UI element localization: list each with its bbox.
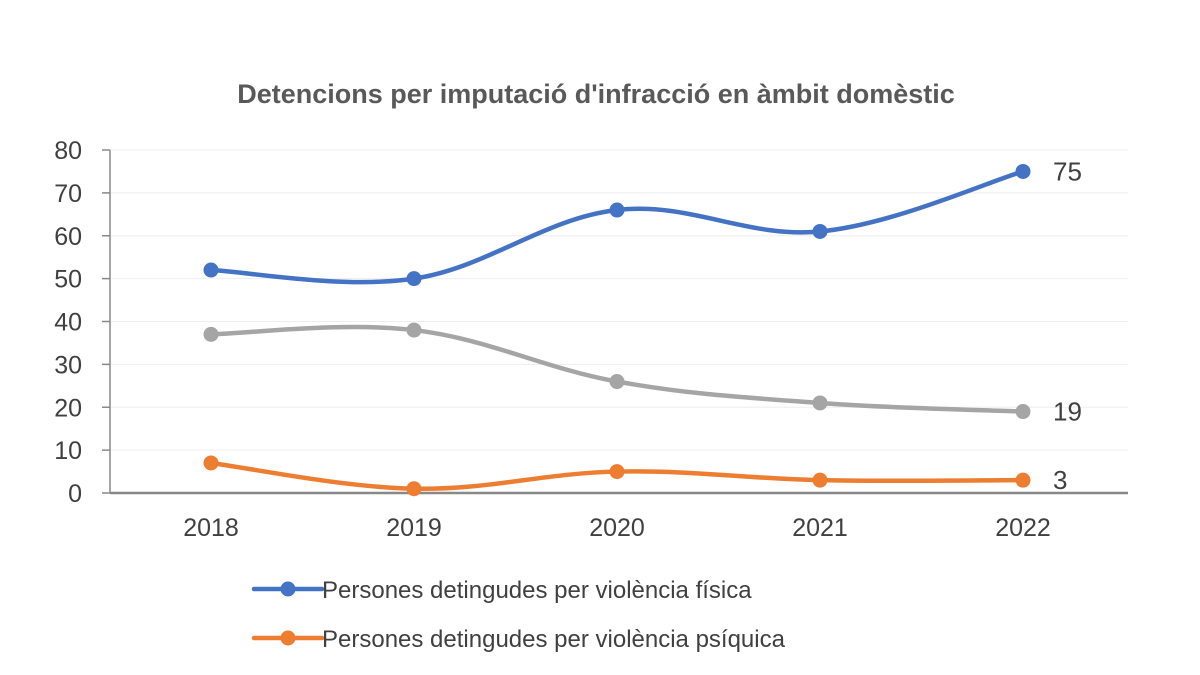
end-value-label: 3 (1053, 465, 1067, 495)
data-point (1015, 163, 1031, 179)
axes (109, 150, 1128, 495)
x-tick-label: 2018 (183, 514, 239, 542)
series-2 (203, 322, 1031, 420)
series-line (208, 324, 1026, 414)
end-labels: 19 3 75 (1053, 156, 1082, 495)
y-tick-label: 60 (54, 223, 82, 251)
data-point (203, 262, 219, 278)
end-value-label: 19 (1053, 397, 1082, 427)
x-axis-ticks: 2018 2019 2020 2021 2022 (183, 514, 1051, 542)
gridlines (102, 149, 1128, 494)
legend-label: Persones detingudes per violència física (322, 577, 752, 604)
y-tick-label: 10 (54, 437, 82, 465)
legend-item: Persones detingudes per violència física (251, 577, 752, 604)
x-tick-label: 2021 (792, 514, 848, 542)
data-point (1015, 472, 1031, 488)
data-point (812, 395, 828, 411)
x-tick-label: 2022 (995, 514, 1051, 542)
data-point (609, 202, 625, 218)
legend-item: Persones detingudes per violència psíqui… (251, 626, 786, 653)
y-tick-label: 50 (54, 266, 82, 294)
y-tick-label: 20 (54, 394, 82, 422)
end-value-label: 75 (1053, 156, 1082, 186)
legend-swatch-marker (280, 630, 296, 646)
data-point (609, 374, 625, 390)
legend: Persones detingudes per violència física… (251, 577, 786, 653)
series-1 (203, 455, 1031, 497)
data-point (203, 455, 219, 471)
series-group (203, 163, 1031, 497)
y-tick-label: 40 (54, 309, 82, 337)
data-point (406, 481, 422, 497)
legend-label: Persones detingudes per violència psíqui… (322, 626, 786, 653)
y-tick-label: 0 (68, 480, 82, 508)
y-tick-label: 80 (54, 137, 82, 165)
data-point (406, 322, 422, 338)
data-point (406, 271, 422, 287)
data-point (812, 472, 828, 488)
data-point (1015, 404, 1031, 420)
y-tick-label: 70 (54, 180, 82, 208)
data-point (812, 223, 828, 239)
series-0 (203, 163, 1031, 287)
y-tick-label: 30 (54, 351, 82, 379)
x-tick-label: 2019 (386, 514, 442, 542)
series-line (208, 169, 1026, 285)
x-tick-label: 2020 (589, 514, 645, 542)
data-point (203, 326, 219, 342)
chart-title: Detencions per imputació d'infracció en … (237, 79, 955, 109)
y-axis-ticks: 0 10 20 30 40 50 60 70 80 (54, 137, 82, 508)
legend-swatch-marker (280, 581, 296, 597)
data-point (609, 464, 625, 480)
